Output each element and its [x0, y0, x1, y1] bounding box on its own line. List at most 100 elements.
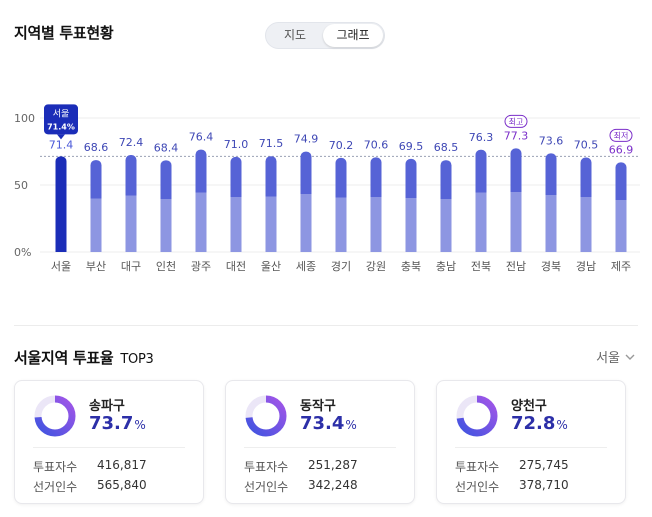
bar-base: [510, 246, 522, 252]
district-rate-value: 73.4: [300, 413, 345, 434]
badge-label: 최저: [614, 130, 629, 140]
x-tick-label: 제주: [611, 260, 631, 273]
bar: [55, 156, 67, 252]
tab-map[interactable]: 지도: [283, 28, 307, 42]
voters-row: 투표자수 251,287: [244, 458, 358, 475]
district-rate-value: 73.7: [89, 413, 134, 434]
bar-base: [265, 246, 277, 252]
region-dropdown-value: 서울: [596, 351, 620, 366]
bar: [230, 156, 242, 252]
card-divider: [455, 447, 607, 448]
bar-value-label: 71.0: [224, 138, 249, 151]
bar: [160, 160, 172, 252]
district-rate-unit: %: [134, 418, 146, 432]
bar-base: [545, 246, 557, 252]
x-tick-label: 인천: [156, 259, 176, 273]
bar-base: [615, 246, 627, 252]
section-divider: [14, 325, 638, 326]
electorate-row: 선거인수 342,248: [244, 478, 358, 495]
bar-base: [475, 246, 487, 252]
view-toggle[interactable]: 지도 그래프: [265, 22, 385, 49]
bar: [300, 151, 312, 252]
district-rate-unit: %: [556, 418, 568, 432]
voters-value: 251,287: [308, 458, 358, 472]
bar-base: [405, 246, 417, 252]
bar: [440, 160, 452, 252]
x-tick-label: 광주: [191, 260, 211, 273]
voters-value: 275,745: [519, 458, 569, 472]
y-tick-label: 0%: [14, 246, 31, 259]
y-tick-label: 100: [14, 112, 35, 125]
bar: [195, 149, 207, 252]
voters-row: 투표자수 275,745: [455, 458, 569, 475]
bar-base: [580, 246, 592, 252]
voters-label: 투표자수: [455, 460, 500, 474]
donut-arc: [34, 395, 76, 437]
bar-base: [125, 246, 137, 252]
bar-base: [370, 246, 382, 252]
electorate-value: 378,710: [519, 478, 569, 492]
section-title-text: 서울지역 투표율: [14, 349, 114, 367]
bar-value-label: 76.3: [469, 131, 494, 144]
card-divider: [33, 447, 185, 448]
district-rate: 73.7%: [89, 413, 146, 434]
chevron-down-icon: [625, 354, 635, 360]
bar: [370, 157, 382, 252]
bar: [335, 157, 347, 252]
voters-label: 투표자수: [244, 460, 289, 474]
donut-ring-icon: [34, 395, 76, 437]
tooltip-value: 71.4%: [47, 122, 75, 131]
bar-value-label: 68.5: [434, 141, 459, 154]
bar-value-label-highlight: 71.4: [49, 138, 74, 151]
bar-value-label: 70.5: [574, 139, 599, 152]
section-title-suffix: TOP3: [120, 352, 154, 367]
x-tick-label: 충북: [401, 260, 421, 273]
y-tick-label: 50: [14, 179, 28, 192]
region-dropdown[interactable]: 서울: [596, 347, 636, 366]
bar-value-label: 72.4: [119, 136, 144, 149]
district-rate: 73.4%: [300, 413, 357, 434]
voters-row: 투표자수 416,817: [33, 458, 147, 475]
tooltip-arrow: [57, 134, 65, 140]
badge: [609, 128, 633, 142]
bar-value-label: 68.6: [84, 141, 109, 154]
section-title: 서울지역 투표율 TOP3: [14, 347, 154, 368]
bar: [125, 154, 137, 252]
bar: [545, 153, 557, 252]
bar-value-label: 77.3: [504, 129, 529, 142]
electorate-row: 선거인수 378,710: [455, 478, 569, 495]
bar-value-label: 71.5: [259, 137, 284, 150]
bar-value-label: 69.5: [399, 140, 424, 153]
district-card: 송파구 73.7% 투표자수 416,817 선거인수 565,840: [14, 380, 204, 504]
x-tick-label: 전남: [506, 260, 526, 273]
bar-base: [300, 246, 312, 252]
page-title: 지역별 투표현황: [14, 24, 114, 42]
bar-base: [335, 246, 347, 252]
badge-label: 최고: [509, 116, 524, 126]
voters-label: 투표자수: [33, 460, 78, 474]
district-name: 송파구: [89, 399, 125, 414]
bar: [405, 158, 417, 252]
bar-base: [55, 246, 67, 252]
bar-base: [440, 246, 452, 252]
x-tick-label: 경남: [576, 260, 596, 273]
tab-graph[interactable]: 그래프: [323, 24, 383, 47]
donut-arc: [245, 395, 287, 437]
bar: [615, 162, 627, 252]
x-tick-label: 대구: [121, 260, 141, 273]
bar-base: [90, 246, 102, 252]
district-name: 동작구: [300, 399, 336, 414]
electorate-label: 선거인수: [244, 480, 289, 494]
bar-value-label: 76.4: [189, 131, 214, 144]
bar-base: [160, 246, 172, 252]
district-rate: 72.8%: [511, 413, 568, 434]
electorate-label: 선거인수: [455, 480, 500, 494]
bar: [475, 149, 487, 252]
x-tick-label: 경북: [541, 260, 561, 273]
x-tick-label: 대전: [226, 260, 246, 273]
bar: [265, 156, 277, 252]
x-tick-label: 충남: [436, 260, 456, 273]
bar-value-label: 68.4: [154, 141, 179, 154]
electorate-value: 565,840: [97, 478, 147, 492]
bar-value-label: 70.2: [329, 139, 354, 152]
